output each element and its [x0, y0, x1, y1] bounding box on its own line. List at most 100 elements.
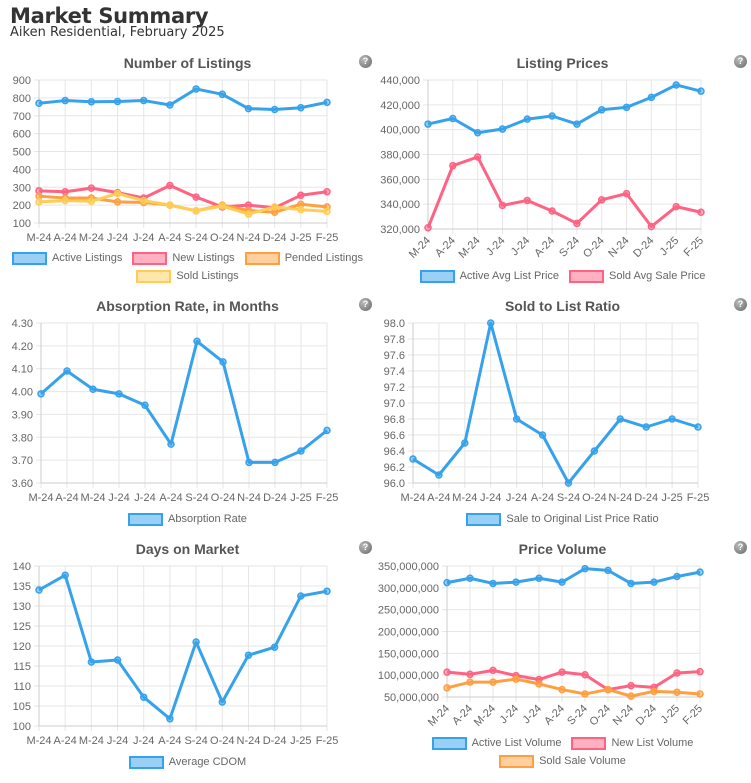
data-point[interactable] — [535, 574, 543, 582]
data-point[interactable] — [113, 198, 122, 206]
legend-item-average-cdom[interactable]: Average CDOM — [128, 755, 246, 769]
data-point[interactable] — [627, 692, 635, 700]
data-point[interactable] — [449, 114, 457, 123]
data-point[interactable] — [270, 105, 279, 114]
data-point[interactable] — [115, 390, 123, 398]
data-point[interactable] — [424, 224, 432, 232]
data-point[interactable] — [297, 205, 305, 214]
legend-item-active-avg-list-price[interactable]: Active Avg List Price — [419, 269, 559, 283]
data-point[interactable] — [597, 106, 606, 114]
data-point[interactable] — [604, 685, 612, 694]
data-point[interactable] — [548, 207, 556, 215]
legend-item-sold-listings[interactable]: Sold Listings — [136, 269, 239, 283]
data-point[interactable] — [166, 181, 174, 190]
data-point[interactable] — [297, 592, 305, 600]
data-point[interactable] — [573, 120, 581, 128]
data-point[interactable] — [489, 678, 497, 686]
data-point[interactable] — [35, 99, 43, 107]
data-point[interactable] — [604, 566, 612, 575]
data-point[interactable] — [166, 715, 174, 723]
data-point[interactable] — [548, 112, 556, 120]
data-point[interactable] — [466, 574, 474, 582]
data-point[interactable] — [473, 153, 482, 161]
data-point[interactable] — [297, 447, 305, 455]
data-point[interactable] — [297, 191, 305, 200]
data-point[interactable] — [650, 578, 658, 586]
data-point[interactable] — [297, 103, 305, 112]
data-point[interactable] — [696, 667, 704, 676]
help-icon[interactable]: ? — [359, 55, 372, 68]
legend-item-sale-to-original-list-price-ratio[interactable]: Sale to Original List Price Ratio — [466, 512, 659, 526]
data-point[interactable] — [443, 684, 451, 692]
data-point[interactable] — [672, 202, 680, 211]
data-point[interactable] — [87, 197, 96, 205]
data-point[interactable] — [466, 670, 474, 679]
data-point[interactable] — [597, 196, 606, 204]
data-point[interactable] — [627, 579, 635, 588]
data-point[interactable] — [535, 680, 543, 688]
data-point[interactable] — [270, 203, 279, 211]
data-point[interactable] — [443, 668, 451, 676]
data-point[interactable] — [443, 578, 451, 587]
data-point[interactable] — [166, 101, 174, 109]
data-point[interactable] — [192, 638, 200, 646]
data-point[interactable] — [61, 571, 69, 579]
data-point[interactable] — [63, 367, 71, 375]
data-point[interactable] — [139, 693, 148, 701]
data-point[interactable] — [558, 685, 566, 694]
data-point[interactable] — [218, 202, 227, 210]
data-point[interactable] — [523, 115, 532, 123]
data-point[interactable] — [323, 98, 331, 107]
legend-item-active-listings[interactable]: Active Listings — [12, 251, 122, 265]
legend-item-pended-listings[interactable]: Pended Listings — [244, 251, 363, 265]
help-icon[interactable]: ? — [734, 298, 747, 311]
data-point[interactable] — [270, 643, 279, 651]
data-point[interactable] — [37, 390, 45, 398]
legend-item-new-listings[interactable]: New Listings — [132, 251, 235, 265]
data-point[interactable] — [409, 455, 417, 463]
data-point[interactable] — [523, 196, 532, 205]
data-point[interactable] — [466, 678, 474, 686]
data-point[interactable] — [558, 668, 566, 676]
help-icon[interactable]: ? — [734, 541, 747, 554]
data-point[interactable] — [323, 207, 331, 216]
help-icon[interactable]: ? — [359, 298, 372, 311]
data-point[interactable] — [486, 319, 495, 327]
data-point[interactable] — [673, 688, 681, 696]
data-point[interactable] — [573, 219, 581, 228]
legend-item-new-list-volume[interactable]: New List Volume — [571, 736, 693, 750]
data-point[interactable] — [538, 431, 547, 439]
data-point[interactable] — [244, 651, 253, 659]
data-point[interactable] — [622, 103, 631, 112]
data-point[interactable] — [244, 104, 253, 113]
help-icon[interactable]: ? — [734, 55, 747, 68]
data-point[interactable] — [498, 201, 507, 210]
data-point[interactable] — [564, 479, 573, 487]
data-point[interactable] — [87, 184, 96, 192]
data-point[interactable] — [642, 423, 650, 431]
legend-item-active-list-volume[interactable]: Active List Volume — [431, 736, 561, 750]
data-point[interactable] — [697, 87, 705, 95]
data-point[interactable] — [193, 337, 201, 346]
data-point[interactable] — [590, 447, 599, 455]
data-point[interactable] — [622, 189, 631, 198]
help-icon[interactable]: ? — [359, 541, 372, 554]
data-point[interactable] — [192, 207, 200, 215]
data-point[interactable] — [61, 196, 69, 205]
data-point[interactable] — [271, 458, 279, 467]
data-point[interactable] — [673, 572, 681, 581]
data-point[interactable] — [218, 90, 227, 99]
data-point[interactable] — [245, 458, 253, 467]
data-point[interactable] — [696, 568, 704, 576]
data-point[interactable] — [192, 193, 200, 201]
data-point[interactable] — [323, 587, 331, 595]
data-point[interactable] — [647, 222, 656, 231]
legend-item-sold-sale-volume[interactable]: Sold Sale Volume — [499, 754, 626, 768]
data-point[interactable] — [167, 440, 175, 448]
data-point[interactable] — [323, 426, 331, 435]
data-point[interactable] — [139, 96, 148, 105]
data-point[interactable] — [35, 586, 43, 594]
data-point[interactable] — [696, 690, 704, 698]
data-point[interactable] — [424, 120, 432, 128]
data-point[interactable] — [61, 187, 69, 196]
